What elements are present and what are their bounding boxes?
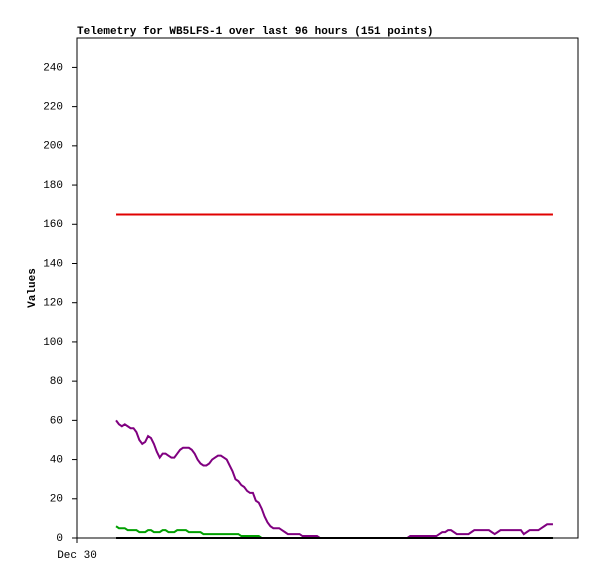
y-tick-label: 40 xyxy=(50,454,63,466)
y-tick-label: 220 xyxy=(43,102,63,114)
y-tick-label: 240 xyxy=(43,62,63,74)
y-tick-label: 160 xyxy=(43,219,63,231)
y-tick-label: 120 xyxy=(43,298,63,310)
plot-frame xyxy=(76,37,579,539)
y-tick-label: 180 xyxy=(43,180,63,192)
y-tick-label: 80 xyxy=(50,376,63,388)
y-tick-label: 100 xyxy=(43,337,63,349)
y-tick-label: 0 xyxy=(56,533,63,545)
y-axis-label: Values xyxy=(27,268,39,308)
y-tick-label: 200 xyxy=(43,141,63,153)
series-line xyxy=(115,419,553,539)
y-tick-label: 140 xyxy=(43,258,63,270)
series-line xyxy=(115,525,553,539)
chart-title: Telemetry for WB5LFS-1 over last 96 hour… xyxy=(77,26,433,38)
x-tick-label: Dec 30 xyxy=(57,550,97,562)
y-tick-label: 20 xyxy=(50,494,63,506)
y-tick-label: 60 xyxy=(50,415,63,427)
